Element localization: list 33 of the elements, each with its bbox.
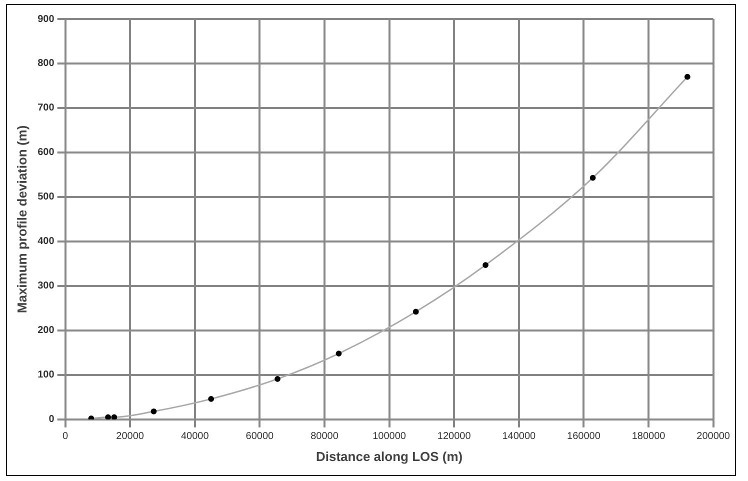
- x-tick-label: 40000: [180, 431, 210, 442]
- y-tick-label: 200: [38, 325, 55, 336]
- x-tick-label: 0: [62, 431, 69, 442]
- point: [336, 350, 342, 357]
- point: [684, 74, 690, 80]
- point: [590, 174, 596, 181]
- point: [208, 396, 214, 402]
- point: [482, 262, 488, 268]
- y-tick-label: 800: [38, 58, 55, 70]
- x-tick-label: 200000: [696, 431, 730, 442]
- point: [150, 408, 157, 414]
- x-tick-label: 100000: [372, 431, 406, 442]
- y-tick-label: 900: [38, 14, 55, 25]
- y-tick-label: 100: [38, 370, 55, 381]
- y-tick-label: 600: [38, 147, 55, 158]
- x-tick-label: 20000: [116, 431, 144, 442]
- x-tick-label: 140000: [502, 431, 536, 442]
- point: [412, 308, 419, 315]
- x-tick-label: 120000: [437, 431, 472, 442]
- x-tick-label: 80000: [310, 431, 339, 442]
- y-tick-label: 300: [38, 280, 55, 292]
- y-tick-label: 700: [38, 102, 55, 114]
- y-axis-title: Maximum profile deviation (m): [14, 125, 30, 314]
- x-tick-label: 60000: [246, 431, 274, 442]
- y-tick-label: 400: [38, 236, 55, 248]
- x-tick-label: 180000: [632, 431, 666, 442]
- y-tick-label: 500: [38, 192, 55, 203]
- point: [274, 376, 280, 382]
- y-tick-label: 0: [48, 414, 55, 426]
- point: [111, 414, 118, 420]
- x-axis-title: Distance along LOS (m): [316, 448, 463, 464]
- x-tick-label: 160000: [567, 431, 601, 442]
- point: [105, 414, 112, 420]
